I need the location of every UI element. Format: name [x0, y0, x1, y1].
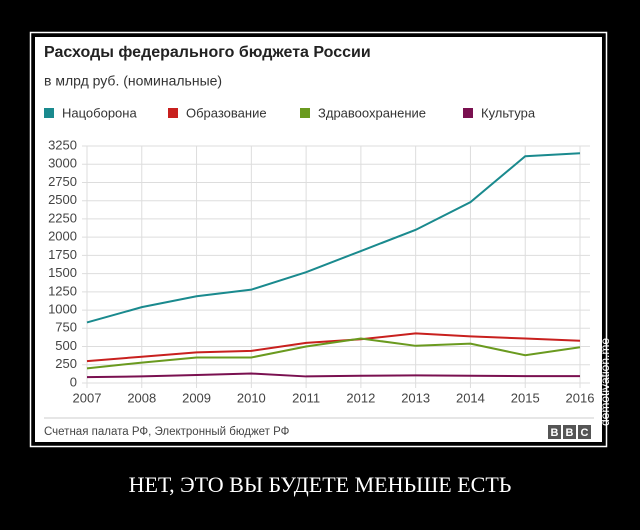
series-line [86, 152, 581, 324]
source: Счетная палата РФ, Электронный бюджет РФ [44, 426, 290, 438]
logo-box [563, 425, 576, 439]
x-tick-label: 2008 [127, 390, 156, 405]
legend-label: Культура [481, 105, 536, 120]
watermark: demotivation.me [598, 338, 612, 426]
legend-label: Нацоборона [62, 105, 137, 120]
legend-swatch [44, 108, 54, 118]
legend-swatch [168, 108, 178, 118]
legend-label: Здравоохранение [318, 105, 426, 120]
x-tick-label: 2013 [401, 390, 430, 405]
legend-swatch [300, 108, 310, 118]
y-tick-label: 2250 [48, 210, 77, 225]
logo-letter: B [551, 427, 559, 439]
x-tick-label: 2007 [73, 390, 102, 405]
x-tick-label: 2014 [456, 390, 485, 405]
x-tick-label: 2016 [566, 390, 595, 405]
chart-title: Расходы федерального бюджета России [44, 44, 371, 61]
legend-swatch [463, 108, 473, 118]
y-tick-label: 3250 [48, 137, 77, 152]
y-tick-label: 250 [55, 356, 77, 371]
y-tick-label: 500 [55, 338, 77, 353]
frame [29, 31, 608, 448]
chart-panel [35, 37, 602, 442]
logo-box [578, 425, 591, 439]
series-line [86, 337, 581, 370]
logo-box [548, 425, 561, 439]
series-line [86, 372, 580, 379]
y-tick-label: 3000 [48, 156, 77, 171]
y-tick-label: 1500 [48, 265, 77, 280]
y-tick-label: 2500 [48, 192, 77, 207]
y-tick-label: 0 [70, 374, 77, 389]
logo-letter: B [566, 427, 574, 439]
x-tick-label: 2011 [292, 390, 320, 405]
x-tick-label: 2010 [237, 390, 266, 405]
y-tick-label: 1250 [48, 283, 77, 298]
x-tick-label: 2015 [511, 390, 540, 405]
x-tick-label: 2009 [182, 390, 211, 405]
caption: НЕТ, ЭТО ВЫ БУДЕТЕ МЕНЬШЕ ЕСТЬ [129, 472, 512, 497]
y-tick-label: 2000 [48, 229, 77, 244]
logo-letter: C [581, 427, 589, 439]
y-tick-label: 1750 [48, 247, 77, 262]
chart-subtitle: в млрд руб. (номинальные) [44, 73, 222, 89]
x-tick-label: 2012 [346, 390, 375, 405]
y-tick-label: 1000 [48, 302, 77, 317]
series-line [86, 332, 581, 363]
y-tick-label: 2750 [48, 174, 77, 189]
y-tick-label: 750 [55, 320, 77, 335]
legend-label: Образование [186, 105, 267, 120]
